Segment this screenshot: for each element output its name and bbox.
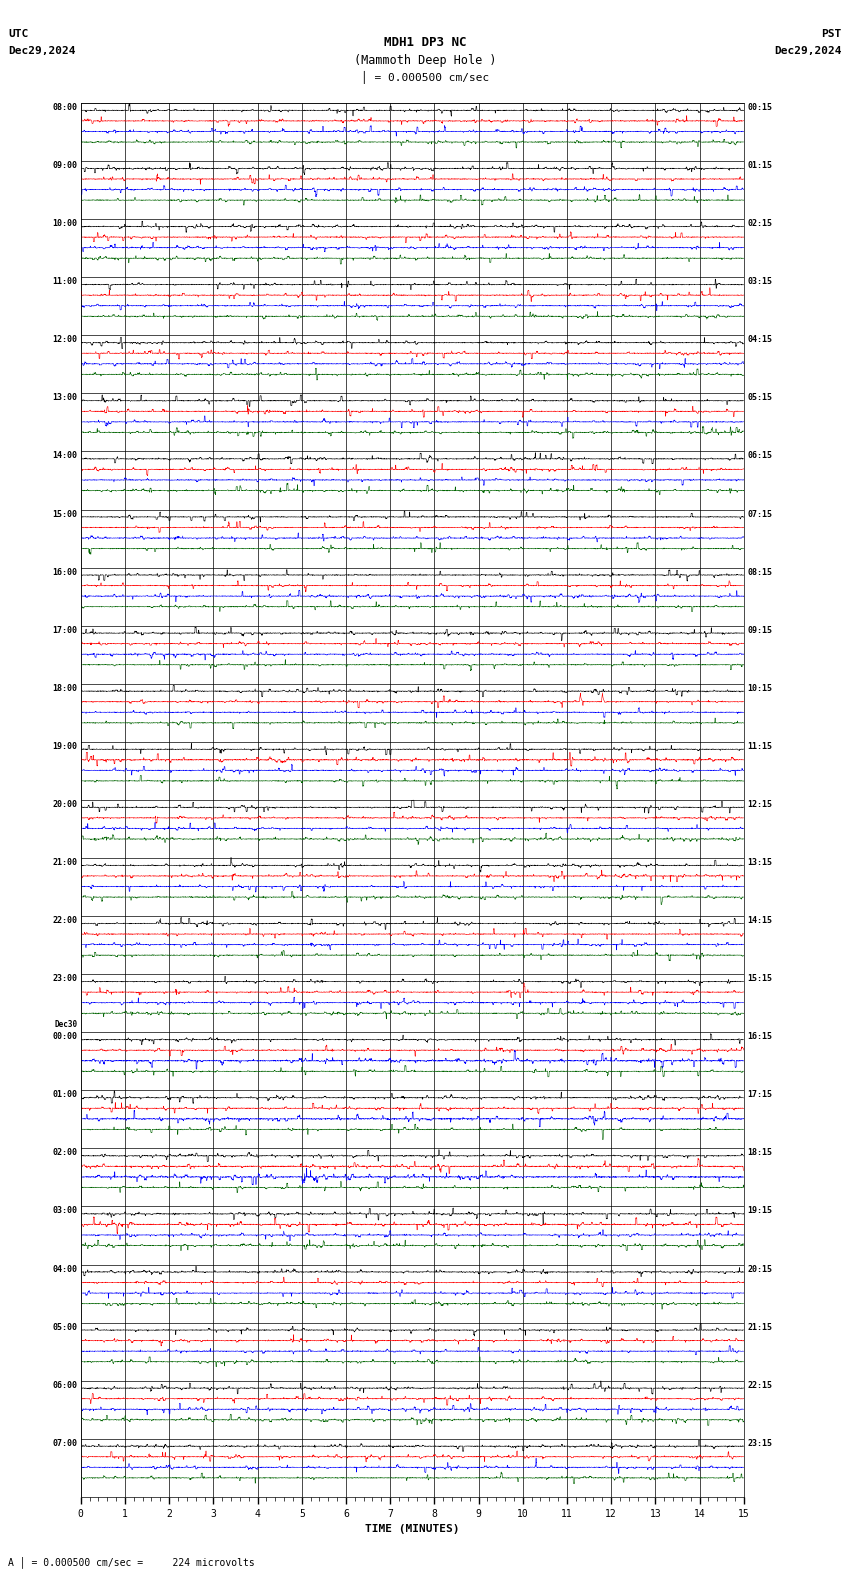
Text: 19:00: 19:00 bbox=[52, 741, 77, 751]
Text: 00:00: 00:00 bbox=[52, 1033, 77, 1041]
Text: 20:15: 20:15 bbox=[747, 1264, 773, 1274]
Text: MDH1 DP3 NC: MDH1 DP3 NC bbox=[383, 36, 467, 49]
Text: Dec29,2024: Dec29,2024 bbox=[8, 46, 76, 55]
Text: 17:00: 17:00 bbox=[52, 626, 77, 635]
Text: 14:00: 14:00 bbox=[52, 451, 77, 461]
Text: 20:00: 20:00 bbox=[52, 800, 77, 809]
Text: 21:00: 21:00 bbox=[52, 859, 77, 866]
Text: 12:00: 12:00 bbox=[52, 336, 77, 344]
Text: 09:15: 09:15 bbox=[747, 626, 773, 635]
Text: 13:00: 13:00 bbox=[52, 393, 77, 402]
Text: 10:00: 10:00 bbox=[52, 219, 77, 228]
Text: 11:15: 11:15 bbox=[747, 741, 773, 751]
Text: 09:00: 09:00 bbox=[52, 162, 77, 169]
X-axis label: TIME (MINUTES): TIME (MINUTES) bbox=[365, 1524, 460, 1535]
Text: 03:00: 03:00 bbox=[52, 1207, 77, 1215]
Text: 12:15: 12:15 bbox=[747, 800, 773, 809]
Text: 08:15: 08:15 bbox=[747, 567, 773, 577]
Text: │ = 0.000500 cm/sec: │ = 0.000500 cm/sec bbox=[361, 71, 489, 84]
Text: 16:00: 16:00 bbox=[52, 567, 77, 577]
Text: 03:15: 03:15 bbox=[747, 277, 773, 287]
Text: 06:00: 06:00 bbox=[52, 1381, 77, 1389]
Text: 01:15: 01:15 bbox=[747, 162, 773, 169]
Text: 00:15: 00:15 bbox=[747, 103, 773, 112]
Text: 02:00: 02:00 bbox=[52, 1148, 77, 1158]
Text: 07:15: 07:15 bbox=[747, 510, 773, 518]
Text: 18:15: 18:15 bbox=[747, 1148, 773, 1158]
Text: 07:00: 07:00 bbox=[52, 1438, 77, 1448]
Text: (Mammoth Deep Hole ): (Mammoth Deep Hole ) bbox=[354, 54, 496, 67]
Text: 08:00: 08:00 bbox=[52, 103, 77, 112]
Text: 11:00: 11:00 bbox=[52, 277, 77, 287]
Text: A │ = 0.000500 cm/sec =     224 microvolts: A │ = 0.000500 cm/sec = 224 microvolts bbox=[8, 1557, 255, 1568]
Text: 21:15: 21:15 bbox=[747, 1323, 773, 1332]
Text: 22:15: 22:15 bbox=[747, 1381, 773, 1389]
Text: 13:15: 13:15 bbox=[747, 859, 773, 866]
Text: 05:15: 05:15 bbox=[747, 393, 773, 402]
Text: 15:00: 15:00 bbox=[52, 510, 77, 518]
Text: 19:15: 19:15 bbox=[747, 1207, 773, 1215]
Text: 02:15: 02:15 bbox=[747, 219, 773, 228]
Text: 01:00: 01:00 bbox=[52, 1090, 77, 1099]
Text: 15:15: 15:15 bbox=[747, 974, 773, 984]
Text: 04:15: 04:15 bbox=[747, 336, 773, 344]
Text: Dec30: Dec30 bbox=[54, 1020, 77, 1030]
Text: UTC: UTC bbox=[8, 29, 29, 38]
Text: 16:15: 16:15 bbox=[747, 1033, 773, 1041]
Text: 06:15: 06:15 bbox=[747, 451, 773, 461]
Text: 17:15: 17:15 bbox=[747, 1090, 773, 1099]
Text: 18:00: 18:00 bbox=[52, 684, 77, 692]
Text: 22:00: 22:00 bbox=[52, 916, 77, 925]
Text: 23:00: 23:00 bbox=[52, 974, 77, 984]
Text: 14:15: 14:15 bbox=[747, 916, 773, 925]
Text: 10:15: 10:15 bbox=[747, 684, 773, 692]
Text: 05:00: 05:00 bbox=[52, 1323, 77, 1332]
Text: Dec29,2024: Dec29,2024 bbox=[774, 46, 842, 55]
Text: 04:00: 04:00 bbox=[52, 1264, 77, 1274]
Text: PST: PST bbox=[821, 29, 842, 38]
Text: 23:15: 23:15 bbox=[747, 1438, 773, 1448]
